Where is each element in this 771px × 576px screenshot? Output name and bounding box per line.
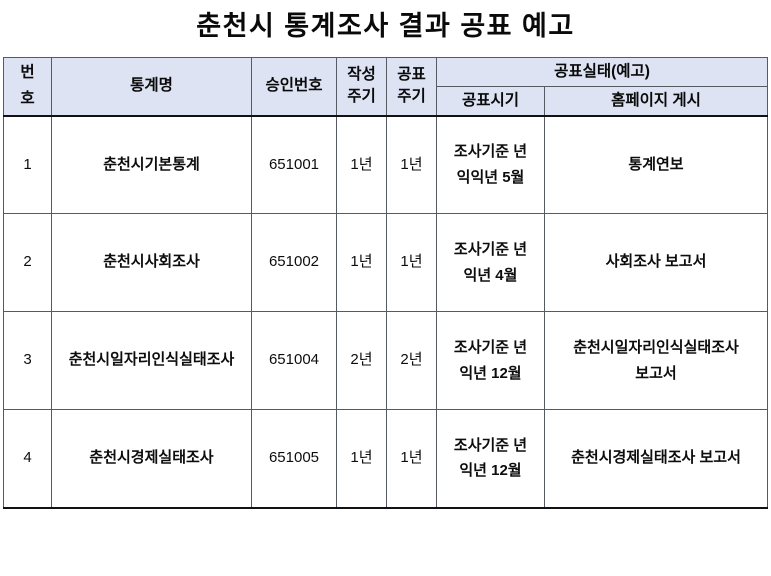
cell-homepage-post: 춘천시경제실태조사 보고서 [543, 409, 769, 509]
cell-publish-time-line1: 조사기준 년 [453, 436, 528, 454]
cell-publish-cycle: 1년 [386, 213, 437, 313]
cell-approval-no: 651002 [251, 213, 337, 313]
cell-publish-time-stack: 조사기준 년 익년 12월 [440, 335, 541, 386]
cell-make-cycle: 1년 [336, 213, 387, 313]
cell-stat-name: 춘천시경제실태조사 [51, 409, 252, 509]
column-header-homepage-post: 홈페이지 게시 [543, 85, 769, 117]
cell-publish-time: 조사기준 년 익년 4월 [436, 213, 545, 313]
cell-homepage-post: 사회조사 보고서 [543, 213, 769, 313]
table-container: 번 호 통계명 승인번호 작성 주기 공표 [0, 56, 771, 509]
cell-publish-time: 조사기준 년 익익년 5월 [436, 115, 545, 215]
cell-publish-time-line2: 익년 4월 [463, 266, 518, 284]
column-header-publish-cycle-stack: 공표 주기 [390, 64, 433, 109]
column-header-make-cycle: 작성 주기 [336, 56, 387, 117]
column-header-publish-time: 공표시기 [436, 85, 545, 117]
cell-homepage-post-line1: 춘천시일자리인식실태조사 [573, 339, 739, 357]
cell-approval-no: 651005 [251, 409, 337, 509]
column-header-no: 번 호 [3, 56, 52, 117]
cell-approval-no: 651001 [251, 115, 337, 215]
cell-no: 3 [3, 311, 52, 411]
column-header-approval-no: 승인번호 [251, 56, 337, 117]
cell-make-cycle: 2년 [336, 311, 387, 411]
cell-no: 1 [3, 115, 52, 215]
table-row: 4 춘천시경제실태조사 651005 1년 1년 조사기준 년 익년 12월 춘… [3, 409, 769, 509]
column-header-publish-cycle: 공표 주기 [386, 56, 437, 117]
column-header-make-cycle-stack: 작성 주기 [340, 64, 383, 109]
cell-publish-time: 조사기준 년 익년 12월 [436, 311, 545, 411]
cell-publish-time-line2: 익년 12월 [459, 364, 522, 382]
cell-homepage-post-line2: 보고서 [635, 364, 677, 382]
page-title: 춘천시 통계조사 결과 공표 예고 [196, 11, 575, 41]
column-header-publish-status-group: 공표실태(예고) [435, 57, 769, 87]
cell-make-cycle: 1년 [336, 409, 387, 509]
cell-make-cycle: 1년 [336, 115, 387, 215]
table-header-row-top: 번 호 통계명 승인번호 작성 주기 공표 [3, 56, 769, 117]
statistics-publication-table: 번 호 통계명 승인번호 작성 주기 공표 [3, 56, 769, 509]
table-header-row-sub: 공표시기 홈페이지 게시 [4, 85, 769, 117]
cell-homepage-post: 통계연보 [543, 115, 769, 215]
column-header-make-cycle-line1: 작성 [347, 65, 376, 83]
cell-publish-time-line2: 익익년 5월 [456, 168, 525, 186]
column-header-no-stack: 번 호 [7, 60, 48, 113]
cell-approval-no: 651004 [251, 311, 337, 411]
column-header-no-line2: 호 [20, 90, 35, 108]
cell-stat-name: 춘천시일자리인식실태조사 [51, 311, 252, 411]
cell-publish-time-line1: 조사기준 년 [453, 241, 528, 259]
cell-publish-time-line2: 익년 12월 [459, 462, 522, 480]
column-header-no-line1: 번 [20, 64, 35, 81]
cell-publish-time: 조사기준 년 익년 12월 [436, 409, 545, 509]
cell-publish-cycle: 2년 [386, 311, 437, 411]
table-row: 3 춘천시일자리인식실태조사 651004 2년 2년 조사기준 년 익년 12… [3, 311, 769, 411]
cell-publish-time-stack: 조사기준 년 익년 12월 [440, 433, 541, 484]
column-header-publish-cycle-line2: 주기 [397, 88, 426, 106]
column-header-stat-name: 통계명 [51, 56, 252, 117]
table-row: 2 춘천시사회조사 651002 1년 1년 조사기준 년 익년 4월 사회조사… [3, 213, 769, 313]
cell-no: 2 [3, 213, 52, 313]
table-head: 번 호 통계명 승인번호 작성 주기 공표 [3, 56, 769, 117]
column-header-make-cycle-line2: 주기 [347, 88, 376, 106]
table-row: 1 춘천시기본통계 651001 1년 1년 조사기준 년 익익년 5월 통계연… [3, 115, 769, 215]
cell-publish-cycle: 1년 [386, 409, 437, 509]
cell-publish-time-line1: 조사기준 년 [453, 143, 528, 161]
cell-homepage-post-stack: 춘천시일자리인식실태조사 보고서 [548, 335, 764, 386]
cell-no: 4 [3, 409, 52, 509]
column-header-publish-cycle-line1: 공표 [397, 65, 426, 83]
cell-publish-time-stack: 조사기준 년 익익년 5월 [440, 139, 541, 190]
cell-homepage-post: 춘천시일자리인식실태조사 보고서 [543, 311, 769, 411]
cell-publish-time-line1: 조사기준 년 [453, 339, 528, 357]
cell-publish-cycle: 1년 [386, 115, 437, 215]
cell-publish-time-stack: 조사기준 년 익년 4월 [440, 237, 541, 288]
cell-stat-name: 춘천시기본통계 [51, 115, 252, 215]
table-body: 1 춘천시기본통계 651001 1년 1년 조사기준 년 익익년 5월 통계연… [3, 115, 769, 509]
cell-stat-name: 춘천시사회조사 [51, 213, 252, 313]
